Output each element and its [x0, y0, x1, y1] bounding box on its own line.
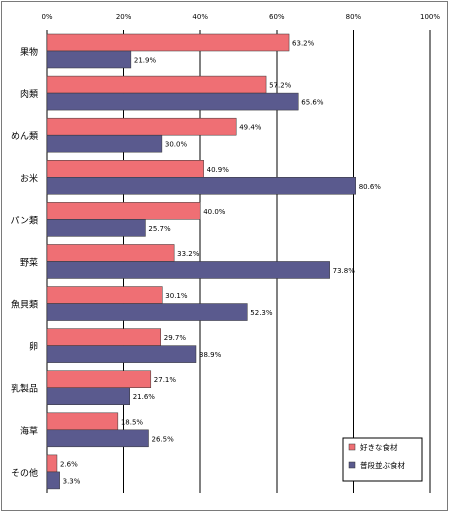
bar-everyday [46, 177, 356, 195]
x-tick-label: 80% [346, 13, 362, 21]
category-label: 乳製品 [11, 383, 38, 395]
legend-label: 好きな食材 [360, 442, 398, 452]
data-label: 80.6% [359, 183, 382, 191]
data-label: 30.0% [165, 141, 188, 149]
bar-favorite [46, 286, 163, 304]
data-label: 33.2% [177, 250, 200, 258]
legend-box [342, 437, 423, 482]
data-label: 18.5% [121, 418, 144, 426]
bar-everyday [46, 429, 149, 448]
bar-favorite [46, 160, 204, 178]
data-label: 40.9% [207, 166, 230, 174]
bar-everyday [46, 303, 248, 321]
bar-everyday [46, 219, 146, 237]
bar-favorite [46, 412, 119, 431]
data-label: 57.2% [269, 82, 292, 90]
data-label: 29.7% [164, 334, 187, 342]
bar-favorite [46, 202, 201, 220]
data-label: 27.1% [154, 376, 177, 384]
category-label: 果物 [20, 46, 38, 58]
bar-favorite [46, 244, 175, 262]
bar-favorite [46, 117, 237, 136]
data-label: 40.0% [203, 208, 226, 216]
bar-favorite [46, 33, 290, 52]
category-label: 肉類 [20, 88, 38, 100]
bar-everyday [46, 345, 197, 363]
data-label: 3.3% [63, 477, 81, 485]
x-tick-label: 0% [41, 13, 52, 21]
category-label: めん類 [11, 131, 38, 142]
bar-everyday [46, 261, 330, 279]
bar-favorite [46, 328, 162, 346]
category-label: 野菜 [20, 256, 38, 268]
data-label: 26.5% [151, 435, 174, 443]
bar-everyday [46, 134, 163, 153]
data-label: 65.6% [301, 99, 324, 107]
category-label: 卵 [29, 342, 38, 353]
legend-swatch [348, 461, 356, 469]
category-label: 魚貝類 [11, 299, 38, 311]
data-label: 52.3% [250, 309, 273, 317]
bar-everyday [46, 471, 60, 490]
legend-swatch [348, 443, 356, 451]
bar-favorite [46, 454, 58, 473]
bar-everyday [46, 387, 130, 405]
bar-everyday [46, 92, 299, 111]
x-tick-label: 40% [192, 13, 208, 21]
category-label: 海草 [20, 425, 38, 437]
data-label: 38.9% [199, 351, 222, 359]
bar-favorite [46, 370, 152, 388]
data-label: 30.1% [165, 292, 188, 300]
data-label: 21.6% [133, 393, 156, 401]
data-label: 21.9% [134, 57, 157, 65]
category-label: パン類 [11, 215, 38, 226]
bar-favorite [46, 75, 267, 94]
bar-everyday [46, 50, 132, 69]
category-label: お米 [20, 172, 38, 184]
x-tick-label: 20% [116, 13, 132, 21]
data-label: 73.8% [333, 267, 356, 275]
data-label: 63.2% [292, 40, 315, 48]
category-label: その他 [11, 467, 38, 479]
data-label: 25.7% [148, 225, 171, 233]
x-tick-label: 60% [269, 13, 285, 21]
data-label: 2.6% [60, 460, 78, 468]
x-tick-label: 100% [420, 13, 440, 21]
legend-label: 普段並ぶ食材 [360, 460, 405, 470]
data-label: 49.4% [239, 124, 262, 132]
